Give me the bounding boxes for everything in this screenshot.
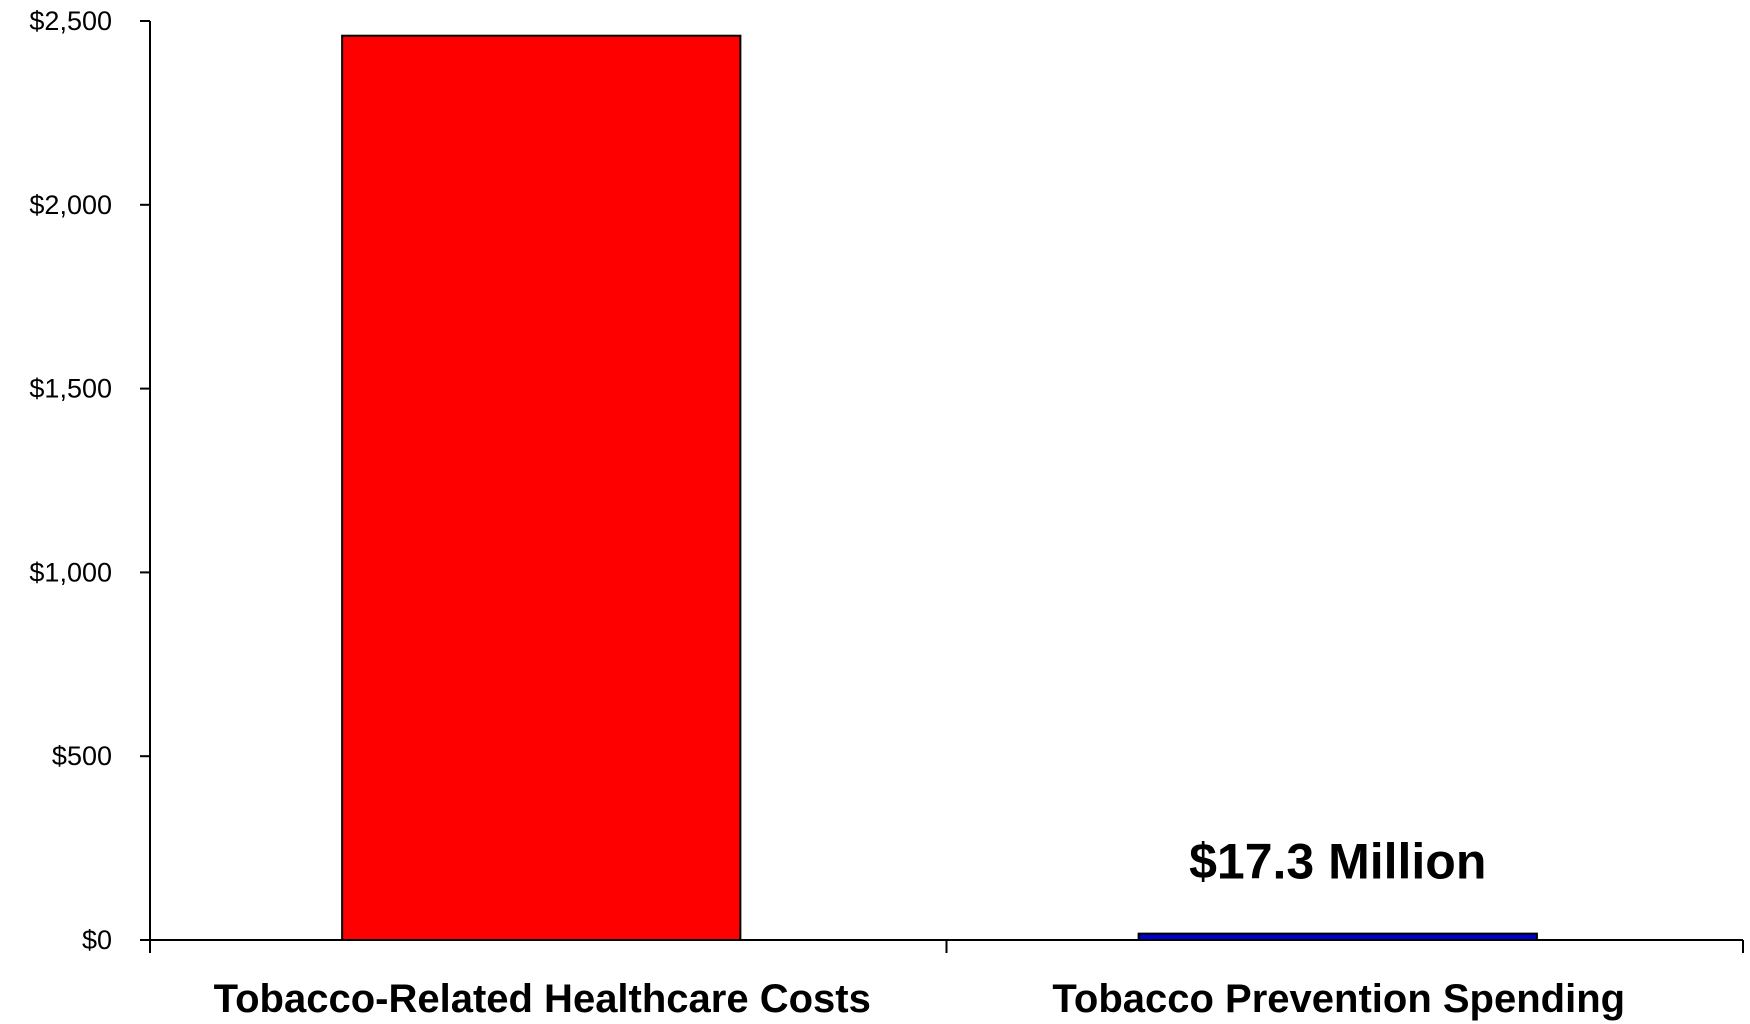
bar [1137,932,1538,941]
data-label: $17.3 Million [1189,834,1486,890]
y-tick-label: $2,000 [29,190,112,220]
y-tick-label: $1,500 [29,374,112,404]
y-axis: $0 $500 $1,000 $1,500 $2,000 $2,500 [29,6,151,955]
y-tick-label: $500 [52,741,112,771]
bar [341,34,742,942]
y-tick-label: $1,000 [29,557,112,587]
bars [341,34,1538,942]
y-tick-label: $2,500 [29,6,112,36]
data-labels: $2.46 Billion$17.3 Million [1189,834,1486,890]
x-tick-label: Tobacco Prevention Spending [1052,977,1625,1021]
x-axis: Tobacco-Related Healthcare Costs Tobacco … [149,939,1744,1021]
x-tick-label: Tobacco-Related Healthcare Costs [214,977,871,1021]
y-tick-label: $0 [82,925,112,955]
